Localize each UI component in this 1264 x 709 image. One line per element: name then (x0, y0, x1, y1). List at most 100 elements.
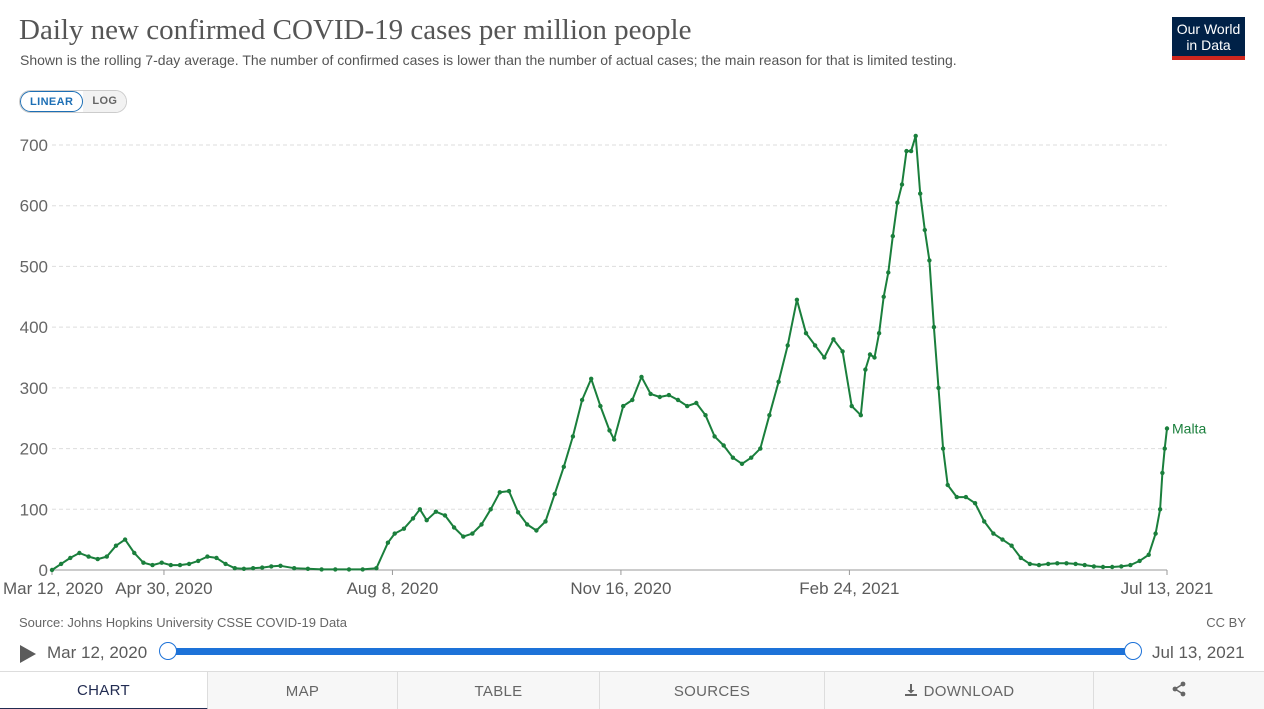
tab-chart-label: CHART (77, 681, 130, 699)
data-point (1137, 558, 1142, 564)
data-point (1160, 470, 1165, 476)
data-point (812, 343, 818, 348)
timeline-start-handle[interactable] (159, 642, 177, 660)
data-point (908, 148, 914, 154)
data-point (374, 566, 379, 571)
data-point (570, 434, 576, 439)
data-point (479, 522, 484, 527)
grid-lines: 0 100 200 300 400 500 600 700 (20, 136, 1167, 580)
y-tick-label: 400 (20, 318, 48, 337)
data-point (675, 397, 681, 403)
x-tick-label: Feb 24, 2021 (799, 579, 899, 598)
y-tick-label: 500 (20, 257, 48, 276)
log-scale-button[interactable]: LOG (83, 91, 127, 112)
data-point (803, 331, 809, 336)
tab-map[interactable]: MAP (208, 672, 398, 709)
data-point (703, 413, 708, 418)
data-point (77, 550, 82, 556)
x-tick-label: Nov 16, 2020 (570, 579, 671, 598)
data-point (442, 513, 448, 518)
data-point (822, 355, 827, 360)
data-point (918, 191, 923, 196)
data-point (621, 403, 626, 409)
data-point (1000, 537, 1005, 542)
source-note[interactable]: Source: Johns Hopkins University CSSE CO… (19, 615, 348, 630)
owid-logo[interactable]: Our World in Data (1172, 17, 1245, 60)
license-link[interactable]: CC BY (1206, 615, 1246, 630)
data-point (241, 566, 247, 571)
data-point (461, 534, 466, 539)
data-point (260, 565, 265, 570)
data-point (392, 531, 397, 536)
tab-chart[interactable]: CHART (0, 672, 208, 709)
data-point (223, 561, 228, 567)
data-point (451, 525, 457, 530)
data-point (1110, 564, 1115, 570)
timeline-end-label: Jul 13, 2021 (1152, 643, 1245, 662)
data-point (858, 413, 863, 418)
data-point (232, 566, 237, 571)
data-point (214, 555, 219, 561)
line-chart[interactable]: 0 100 200 300 400 500 600 700 Mar 12, 2020 Apr 3… (0, 120, 1264, 610)
data-point (269, 564, 274, 569)
data-point (648, 391, 653, 397)
data-point (205, 554, 210, 559)
data-point (333, 567, 338, 572)
data-point (982, 519, 987, 524)
tab-table[interactable]: TABLE (398, 672, 600, 709)
data-point (904, 148, 909, 154)
data-point (945, 482, 950, 488)
data-point (417, 507, 423, 512)
tab-share[interactable] (1094, 672, 1264, 709)
data-point (872, 355, 877, 360)
data-point (922, 227, 927, 233)
data-point (1027, 561, 1033, 567)
data-point (150, 562, 155, 568)
timeline: Mar 12, 2020 Jul 13, 2021 (0, 638, 1264, 668)
data-point (886, 270, 891, 275)
linear-scale-button[interactable]: LINEAR (20, 91, 84, 112)
scale-toggle: LINEAR LOG (19, 90, 128, 113)
data-point (712, 434, 717, 439)
data-point (49, 567, 55, 573)
data-point (890, 233, 895, 239)
data-point (611, 437, 617, 442)
tab-sources-label: SOURCES (673, 682, 751, 700)
tab-download[interactable]: DOWNLOAD (825, 672, 1094, 709)
tab-sources[interactable]: SOURCES (600, 672, 825, 709)
data-point (685, 403, 690, 409)
data-point (497, 490, 502, 495)
data-point (927, 258, 932, 263)
data-point (346, 567, 352, 572)
play-icon[interactable] (20, 645, 36, 663)
tab-table-label: TABLE (474, 682, 523, 700)
data-point (319, 567, 324, 572)
share-icon (1171, 681, 1187, 701)
timeline-end-handle[interactable] (1124, 642, 1142, 660)
data-point (867, 352, 873, 357)
data-point (385, 540, 391, 545)
data-point (785, 343, 790, 348)
logo-line-1: Our World (1176, 21, 1241, 37)
data-point (1064, 561, 1069, 566)
x-tick-label: Aug 8, 2020 (347, 579, 439, 598)
data-point (561, 464, 566, 469)
data-point (840, 349, 845, 354)
chart-title: Daily new confirmed COVID-19 cases per m… (19, 14, 692, 46)
data-point (940, 446, 946, 451)
data-points (49, 133, 1170, 573)
data-point (525, 522, 530, 527)
data-point (86, 554, 91, 559)
data-point (168, 562, 173, 568)
timeline-track[interactable] (168, 648, 1134, 655)
data-point (1091, 564, 1097, 569)
y-tick-label: 200 (20, 440, 48, 459)
data-point (424, 518, 429, 523)
data-point (95, 556, 100, 562)
x-tick-label: Jul 13, 2021 (1121, 579, 1214, 598)
data-point (895, 200, 900, 205)
data-point (250, 566, 256, 571)
data-point (666, 392, 672, 398)
y-tick-label: 600 (20, 197, 48, 216)
data-point (141, 560, 146, 565)
